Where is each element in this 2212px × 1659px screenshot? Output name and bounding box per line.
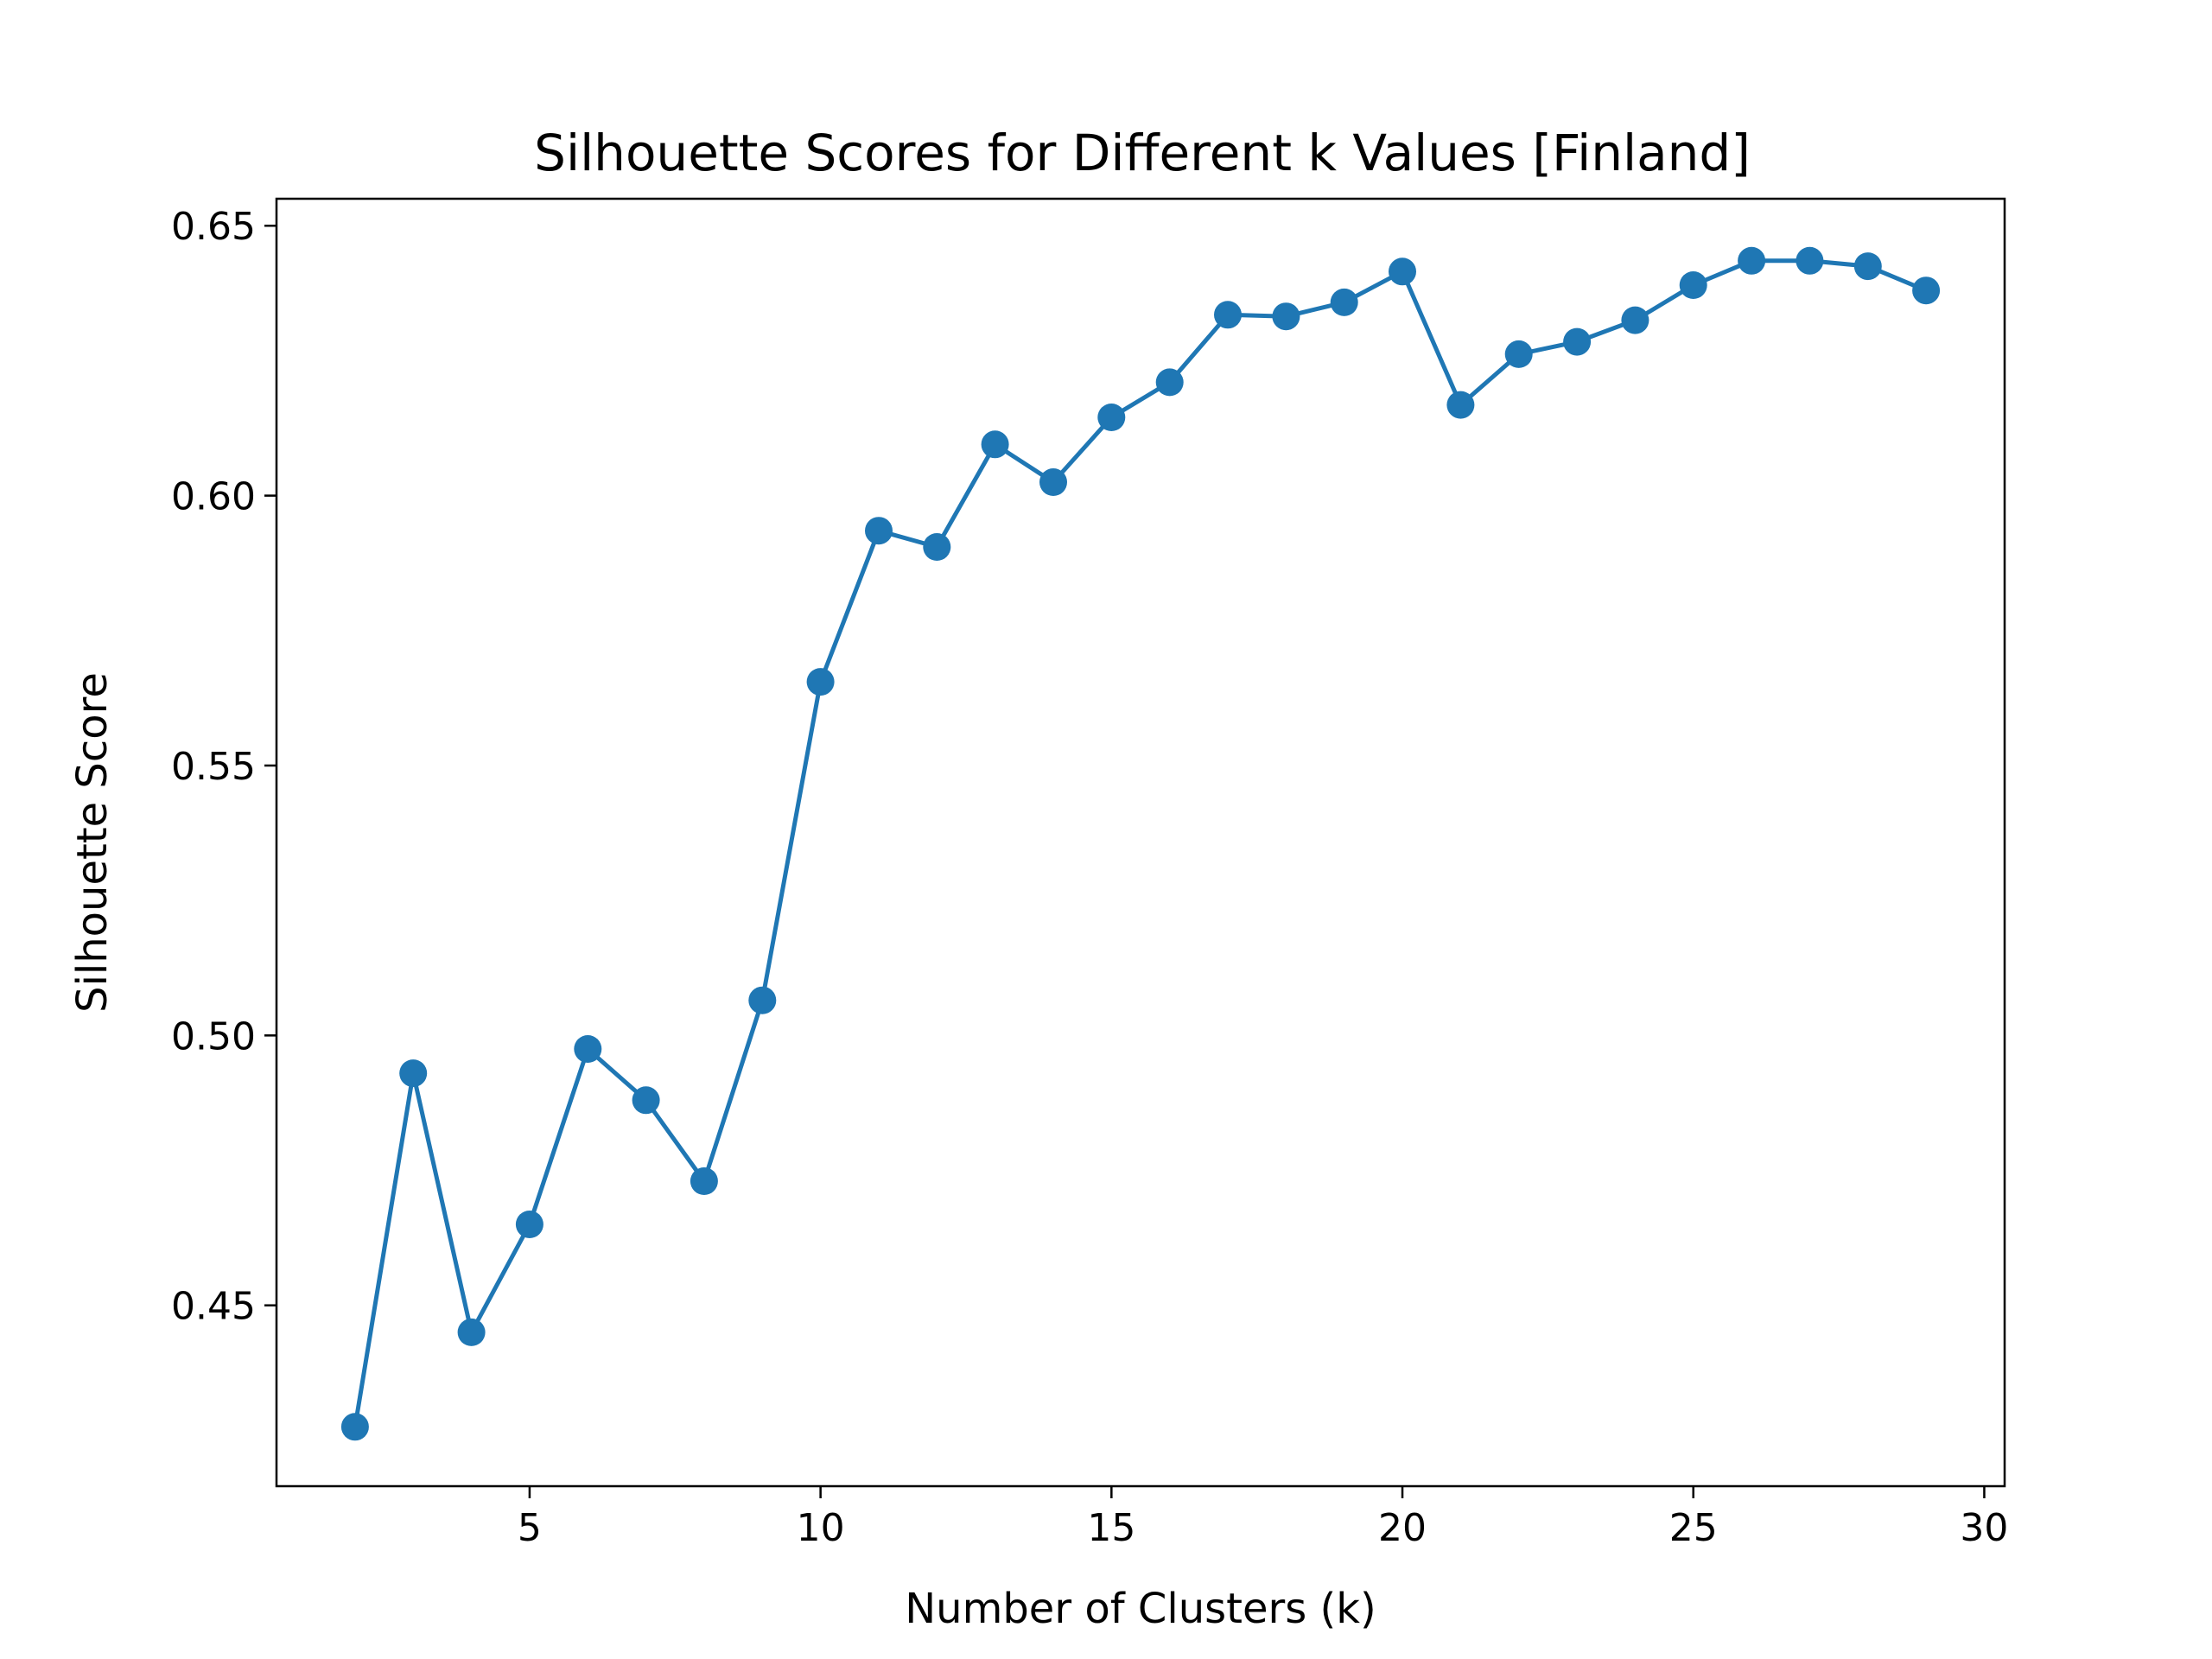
x-tick-label: 30 bbox=[1960, 1506, 2008, 1550]
data-point bbox=[574, 1035, 602, 1063]
data-point bbox=[748, 986, 777, 1014]
data-point bbox=[1621, 306, 1649, 334]
x-tick-label: 20 bbox=[1378, 1506, 1427, 1550]
series-line bbox=[353, 258, 1929, 1429]
y-tick-label: 0.55 bbox=[171, 745, 256, 789]
x-tick-label: 10 bbox=[797, 1506, 845, 1550]
y-axis: 0.45 0.50 0.55 0.60 0.65 bbox=[171, 205, 276, 1329]
data-point bbox=[1155, 368, 1184, 397]
data-point bbox=[1738, 246, 1766, 275]
data-point bbox=[1679, 271, 1707, 299]
chart-title: Silhouette Scores for Different k Values… bbox=[534, 124, 1751, 182]
x-tick-label: 25 bbox=[1669, 1506, 1718, 1550]
y-tick-label: 0.65 bbox=[171, 205, 256, 249]
data-point bbox=[1563, 327, 1592, 356]
data-point bbox=[340, 1413, 369, 1441]
data-point bbox=[1330, 288, 1358, 316]
data-point bbox=[632, 1086, 660, 1115]
y-axis-label: Silhouette Score bbox=[68, 672, 117, 1013]
y-tick-label: 0.50 bbox=[171, 1014, 256, 1058]
data-point bbox=[399, 1059, 428, 1088]
x-tick-label: 15 bbox=[1087, 1506, 1135, 1550]
data-point bbox=[1446, 391, 1475, 419]
data-point bbox=[1039, 468, 1067, 496]
data-point bbox=[515, 1211, 543, 1238]
plot-area bbox=[275, 197, 2006, 1488]
data-point bbox=[457, 1318, 486, 1346]
data-point bbox=[1097, 404, 1126, 431]
data-point bbox=[1912, 276, 1941, 305]
data-markers bbox=[340, 246, 1941, 1441]
data-point bbox=[806, 668, 835, 696]
x-axis-label: Number of Clusters (k) bbox=[905, 1585, 1376, 1633]
y-tick-label: 0.60 bbox=[171, 475, 256, 519]
data-point bbox=[1389, 257, 1416, 286]
data-point bbox=[1214, 301, 1242, 329]
data-point bbox=[981, 430, 1009, 459]
x-axis: 5 10 15 20 25 30 bbox=[518, 1486, 2008, 1550]
y-tick-label: 0.45 bbox=[171, 1285, 256, 1329]
data-point bbox=[1272, 302, 1300, 331]
data-point bbox=[1796, 246, 1824, 275]
data-point bbox=[1504, 340, 1533, 368]
data-point bbox=[1853, 252, 1882, 281]
x-tick-label: 5 bbox=[518, 1506, 542, 1550]
data-point bbox=[923, 533, 951, 561]
data-point bbox=[690, 1167, 718, 1195]
data-point bbox=[865, 517, 893, 545]
